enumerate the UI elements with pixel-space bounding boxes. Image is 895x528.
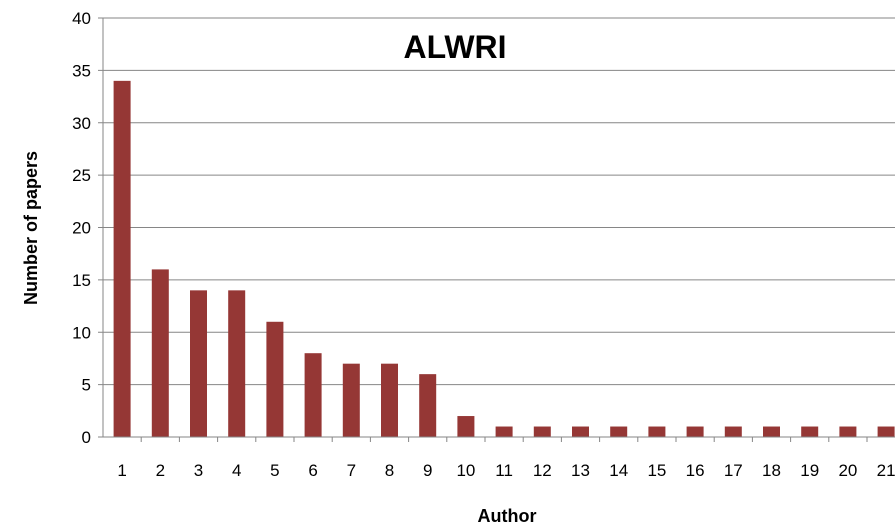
x-tick-label: 4: [232, 461, 241, 480]
x-tick-label: 18: [762, 461, 781, 480]
bar: [572, 426, 589, 437]
bar: [763, 426, 780, 437]
x-tick-label: 10: [456, 461, 475, 480]
x-tick-label: 7: [347, 461, 356, 480]
y-tick-label: 0: [82, 428, 91, 447]
bar: [839, 426, 857, 437]
bar: [190, 290, 207, 437]
x-tick-label: 20: [838, 461, 857, 480]
bar: [342, 363, 360, 437]
bar: [419, 374, 437, 437]
x-tick-label: 13: [571, 461, 590, 480]
x-tick-label: 11: [495, 461, 513, 480]
chart-title: ALWRI: [403, 29, 506, 65]
bar: [457, 416, 475, 437]
x-tick-label: 2: [156, 461, 165, 480]
bar: [151, 269, 169, 437]
x-tick-label: 1: [117, 461, 126, 480]
y-tick-label: 25: [72, 166, 91, 185]
bar: [801, 426, 819, 437]
x-tick-label: 19: [800, 461, 819, 480]
bar: [686, 426, 704, 437]
y-tick-label: 40: [72, 9, 91, 28]
bar: [877, 426, 895, 437]
y-tick-label: 20: [72, 219, 91, 238]
x-tick-label: 15: [647, 461, 666, 480]
bar: [724, 426, 742, 437]
bar: [495, 426, 513, 437]
x-tick-labels: 1 2 3 4 5 6 7 8 9 10 11 12 13 14 15 16 17 18 19 20 21: [117, 461, 895, 480]
axes: [98, 17, 895, 442]
bar: [304, 353, 322, 437]
x-tick-label: 16: [686, 461, 705, 480]
y-tick-labels: 0 5 10 15 20 25 30 35 40: [72, 9, 91, 447]
x-tick-label: 21: [877, 461, 895, 480]
y-tick-label: 10: [72, 323, 91, 342]
bar: [266, 321, 284, 437]
bars: [113, 80, 895, 437]
bar: [533, 426, 551, 437]
bar: [113, 80, 131, 437]
y-tick-label: 15: [72, 271, 91, 290]
x-tick-label: 8: [385, 461, 394, 480]
y-axis-title: Number of papers: [21, 151, 41, 305]
x-tick-label: 17: [724, 461, 743, 480]
bar: [381, 363, 398, 437]
y-tick-label: 5: [82, 376, 91, 395]
x-axis-title: Author: [478, 506, 537, 526]
x-tick-label: 6: [308, 461, 317, 480]
gridlines: [103, 17, 895, 386]
bar: [228, 290, 246, 437]
x-tick-label: 9: [423, 461, 432, 480]
x-tick-label: 14: [609, 461, 628, 480]
x-tick-label: 12: [533, 461, 552, 480]
y-tick-label: 30: [72, 114, 91, 133]
y-tick-label: 35: [72, 61, 91, 80]
x-tick-label: 5: [270, 461, 279, 480]
x-tick-label: 3: [194, 461, 203, 480]
bar: [610, 426, 628, 437]
bar: [648, 426, 666, 437]
